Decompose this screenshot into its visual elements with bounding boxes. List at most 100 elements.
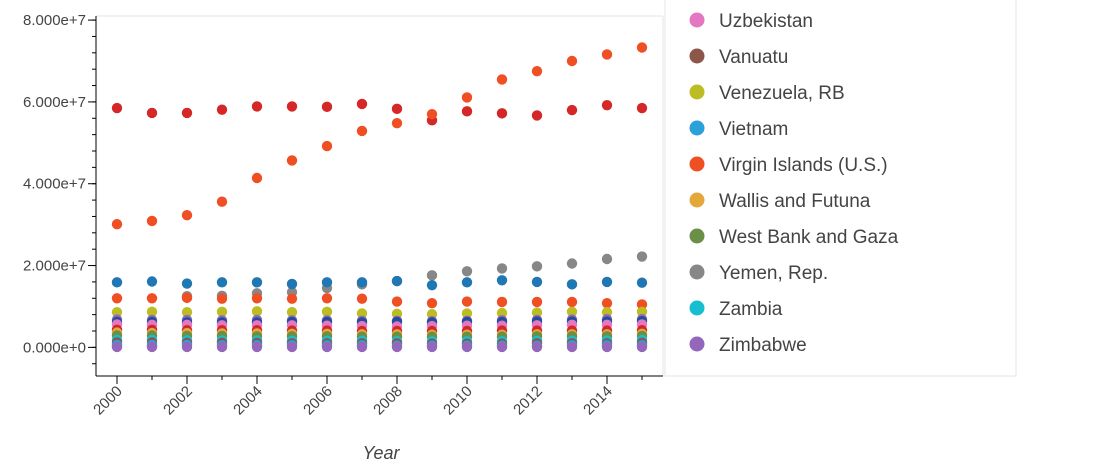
data-point <box>146 293 158 304</box>
legend-item-label: Vietnam <box>719 119 788 140</box>
data-point <box>181 306 193 318</box>
data-point <box>461 106 473 117</box>
x-tick-label: 2012 <box>510 383 546 419</box>
data-point <box>216 293 228 304</box>
data-point <box>566 104 578 116</box>
data-point <box>146 215 158 227</box>
data-point <box>286 101 298 112</box>
data-point <box>391 103 403 115</box>
x-tick-label: 2004 <box>230 383 266 419</box>
data-point <box>531 276 543 288</box>
data-point <box>426 297 438 309</box>
x-tick-label: 2006 <box>300 383 336 419</box>
y-tick-label: 6.000e+7 <box>23 94 86 111</box>
data-point <box>286 341 298 353</box>
data-point <box>216 306 228 317</box>
data-point <box>636 251 648 262</box>
data-point <box>356 125 368 137</box>
data-point <box>426 108 438 120</box>
legend-marker <box>689 300 705 316</box>
data-point <box>321 306 333 317</box>
data-point <box>146 107 158 119</box>
data-point <box>181 278 193 289</box>
data-point <box>601 49 613 60</box>
data-point <box>531 296 543 308</box>
data-point <box>251 293 263 304</box>
legend-marker <box>689 192 705 208</box>
legend[interactable]: Uzbekistan Vanuatu Venezuela, RB Vietnam Vir… <box>664 0 1017 377</box>
data-point <box>356 293 368 304</box>
data-point <box>636 102 648 114</box>
data-point <box>496 275 508 286</box>
data-point <box>181 107 193 119</box>
data-point <box>426 270 438 281</box>
data-point <box>496 341 508 353</box>
data-point <box>391 275 403 287</box>
data-point <box>636 306 648 317</box>
data-point <box>181 341 193 353</box>
data-point <box>496 74 508 85</box>
data-point <box>461 296 473 307</box>
data-point <box>566 279 578 290</box>
data-point <box>566 341 578 353</box>
data-point <box>601 253 613 265</box>
x-tick-label: 2000 <box>90 383 126 419</box>
data-point <box>566 55 578 67</box>
data-point <box>286 293 298 304</box>
legend-marker <box>689 48 705 64</box>
data-point <box>286 278 298 290</box>
data-point <box>461 341 473 353</box>
data-point <box>496 108 508 119</box>
data-point <box>251 172 263 184</box>
data-point <box>566 306 578 317</box>
data-point <box>251 306 263 317</box>
x-tick-label: 2002 <box>160 383 196 419</box>
data-points <box>111 42 648 353</box>
data-point <box>531 110 543 121</box>
data-point <box>496 263 508 274</box>
data-point <box>321 101 333 113</box>
data-point <box>146 306 158 317</box>
data-point <box>111 306 123 318</box>
y-axis: 0.000e+0 2.000e+7 4.000e+7 6.000e+7 8.000e+7 <box>23 12 97 376</box>
data-point <box>601 99 613 111</box>
legend-marker <box>689 336 705 352</box>
legend-item-label: Zambia <box>719 299 783 320</box>
data-point <box>321 293 333 304</box>
data-point <box>566 258 578 269</box>
y-tick-label: 0.000e+0 <box>23 339 86 356</box>
data-point <box>531 307 543 318</box>
data-point <box>321 341 333 353</box>
y-tick-label: 2.000e+7 <box>23 258 86 275</box>
data-point <box>461 277 473 288</box>
x-axis: 2000 2002 2004 2006 2008 2010 2012 2014 <box>90 375 663 419</box>
data-point <box>636 42 648 53</box>
data-point <box>111 277 123 288</box>
data-point <box>216 196 228 207</box>
data-point <box>356 308 368 319</box>
legend-item-label: Uzbekistan <box>719 11 813 32</box>
data-point <box>601 297 613 309</box>
data-point <box>356 341 368 353</box>
data-point <box>461 92 473 103</box>
data-point <box>251 341 263 353</box>
data-point <box>496 307 508 319</box>
data-point <box>286 155 298 166</box>
data-point <box>426 279 438 291</box>
data-point <box>216 277 228 288</box>
legend-marker <box>689 12 705 28</box>
legend-marker <box>689 264 705 280</box>
data-point <box>111 293 123 304</box>
data-point <box>601 276 613 288</box>
data-point <box>531 341 543 353</box>
data-point <box>356 277 368 288</box>
x-axis-title: Year <box>362 443 400 463</box>
data-point <box>321 140 333 152</box>
data-point <box>146 341 158 353</box>
data-point <box>111 219 123 230</box>
data-point <box>356 98 368 110</box>
plot-area <box>96 15 664 376</box>
data-point <box>391 117 403 129</box>
legend-marker <box>689 120 705 136</box>
